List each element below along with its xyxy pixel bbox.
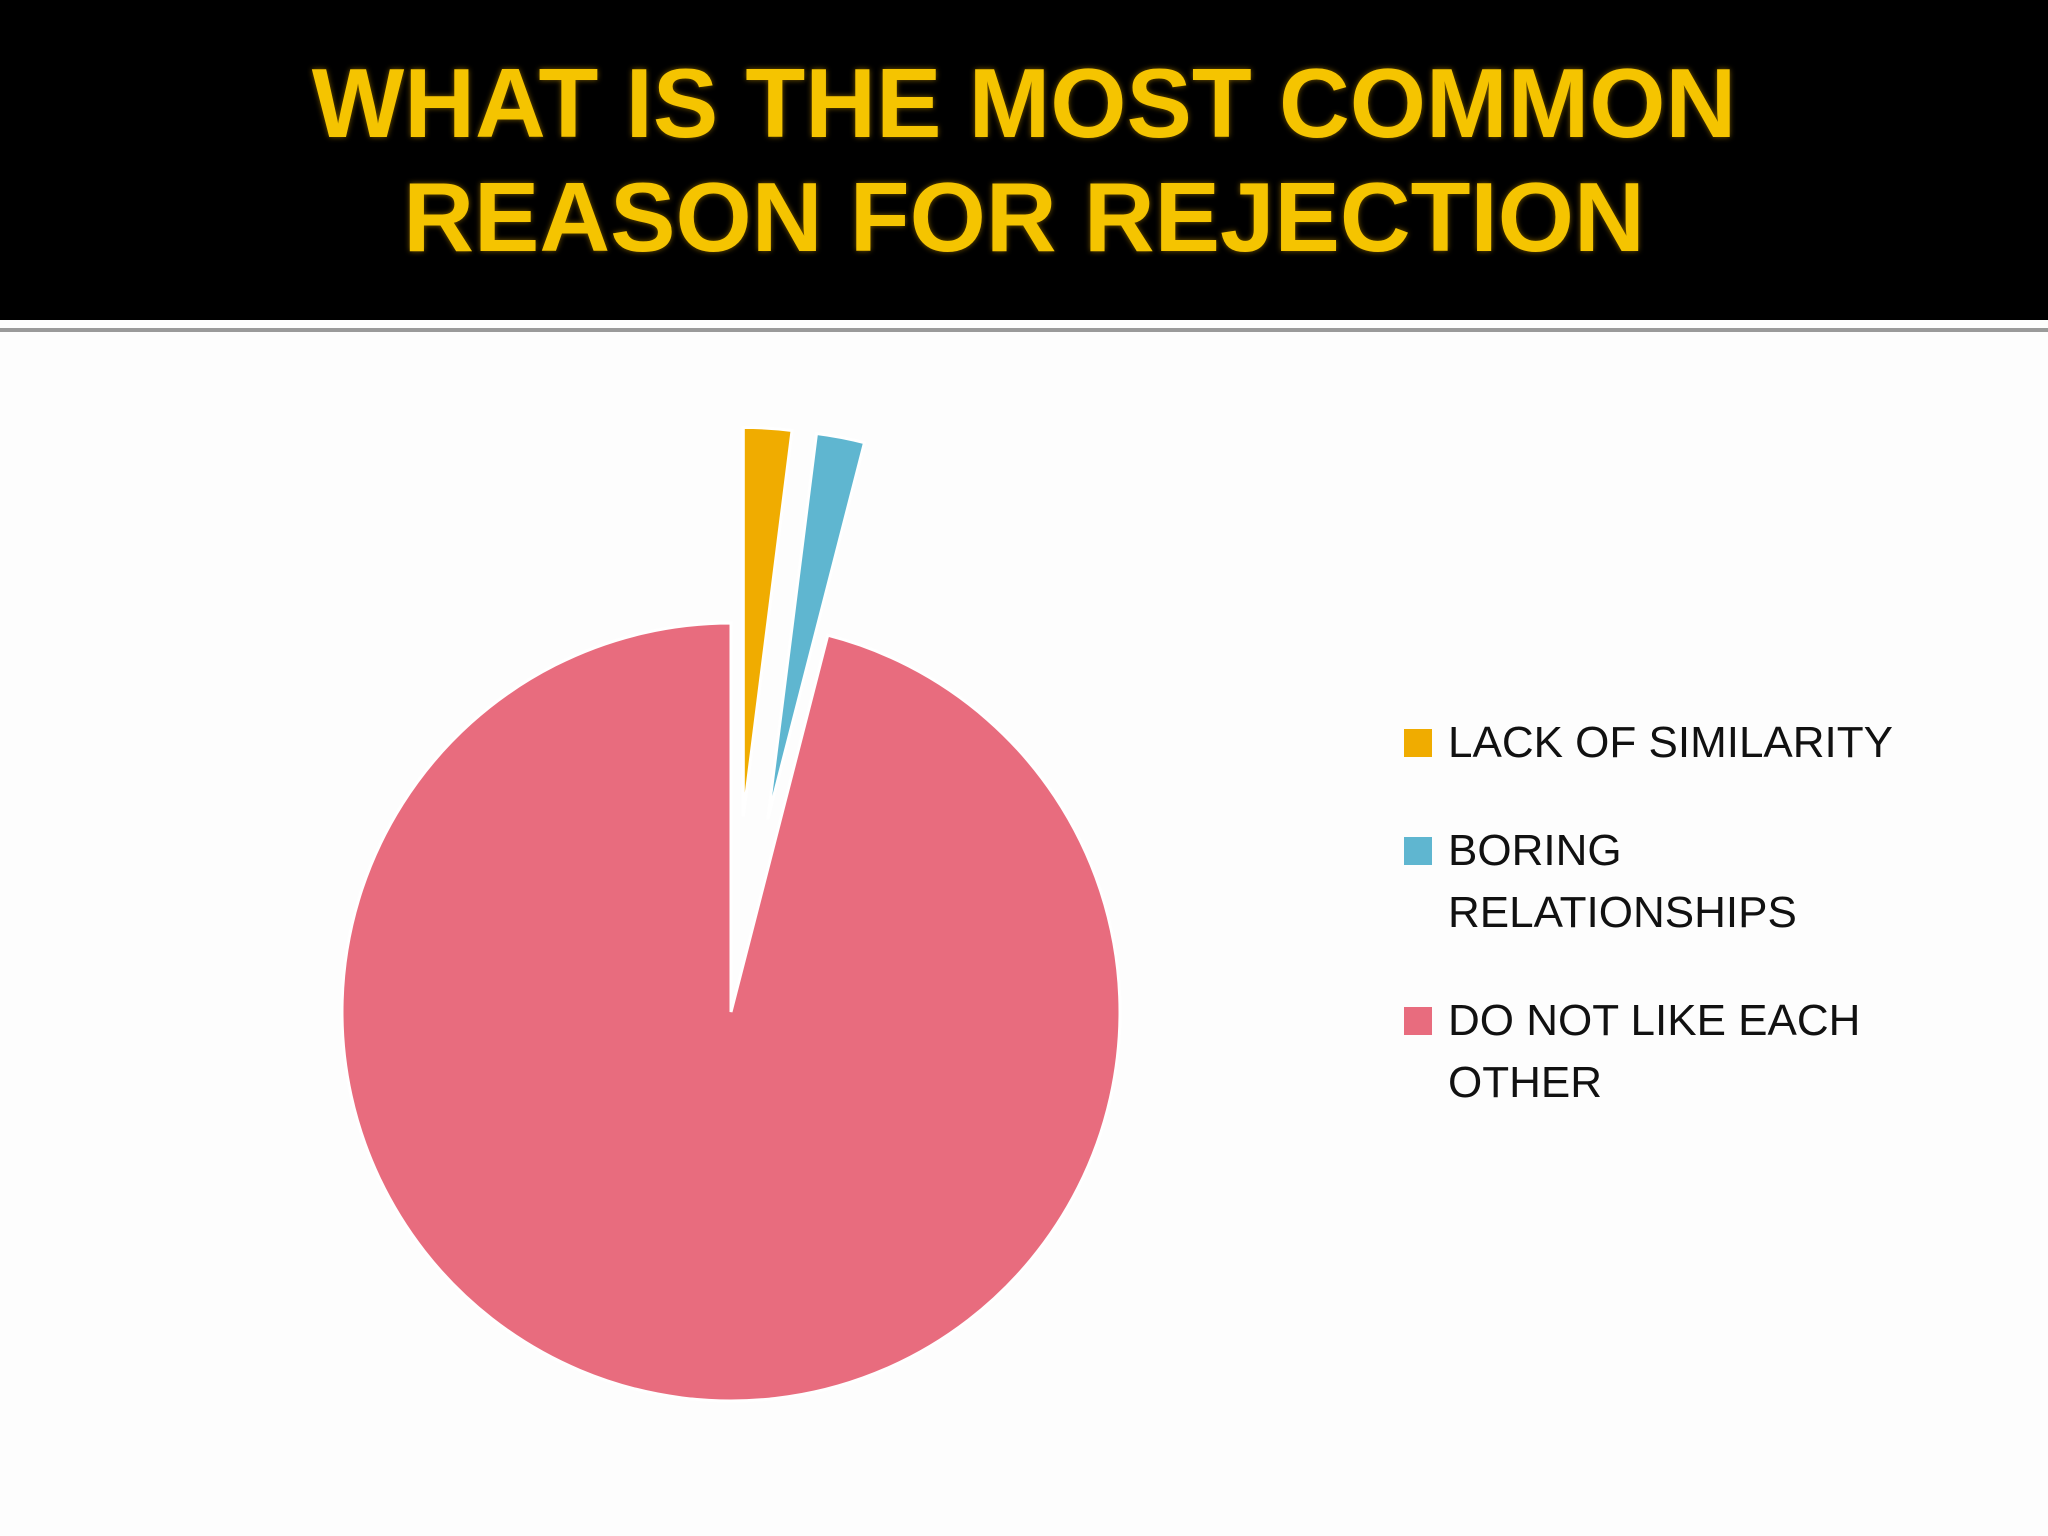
legend-swatch [1404, 1007, 1432, 1035]
legend-label: DO NOT LIKE EACH OTHER [1448, 996, 1861, 1107]
legend-label: BORING RELATIONSHIPS [1448, 826, 1797, 937]
pie-slice [741, 425, 794, 817]
legend-item: LACK OF SIMILARITY [1404, 712, 1964, 774]
chart-title: WHAT IS THE MOST COMMON REASON FOR REJEC… [311, 48, 1737, 272]
title-band: WHAT IS THE MOST COMMON REASON FOR REJEC… [0, 0, 2048, 320]
divider [0, 328, 2048, 332]
legend-label: LACK OF SIMILARITY [1448, 718, 1893, 767]
legend: LACK OF SIMILARITY BORING RELATIONSHIPS DO… [1404, 712, 1964, 1160]
pie-slice [766, 431, 867, 820]
pie-slice [340, 621, 1122, 1403]
legend-item: DO NOT LIKE EACH OTHER [1404, 990, 1964, 1114]
legend-item: BORING RELATIONSHIPS [1404, 820, 1964, 944]
legend-swatch [1404, 837, 1432, 865]
legend-swatch [1404, 729, 1432, 757]
